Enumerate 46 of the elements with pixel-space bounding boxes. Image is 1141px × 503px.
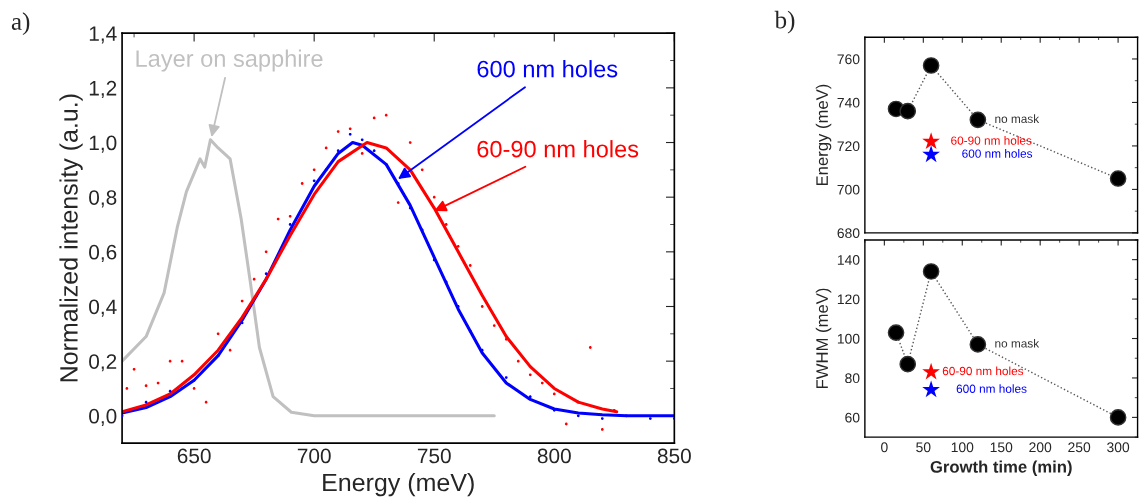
annotation: Layer on sapphire [136,49,323,72]
x-tick-label: 50 [916,442,931,453]
y-axis-title: FWHM (meV) [815,288,832,389]
text: a) [11,12,30,36]
y-tick-label: 0,4 [89,299,117,317]
y-tick-label: 680 [837,228,860,239]
y-tick-label: 60 [845,412,860,423]
x-tick-label: 300 [1107,442,1130,453]
annotation: 60-90 nm holes [477,140,639,158]
annotation: no mask [995,114,1040,124]
y-tick-label: 140 [837,254,860,265]
annotation: 600 nm holes [962,149,1033,158]
y-tick-label: 1,2 [89,80,117,99]
x-tick-label: 250 [1068,442,1091,453]
y-tick-label: 760 [837,54,860,65]
x-tick-label: 800 [537,448,571,464]
y-tick-label: 0,6 [89,244,117,263]
y-tick-label: 1,4 [89,26,117,44]
annotation: 60-90 nm holes [942,366,1024,376]
annotation: 600 nm holes [477,60,618,78]
y-tick-label: 120 [837,294,860,305]
y-tick-label: 1,0 [89,135,117,153]
x-tick-label: 0 [881,442,888,453]
y-axis-title: Normalized intensity (a.u.) [59,94,83,382]
x-axis-title: Energy (meV) [323,472,474,497]
text: b) [774,10,795,34]
x-tick-label: 700 [297,448,331,464]
x-tick-label: 100 [951,442,974,453]
y-tick-label: 80 [845,373,860,384]
x-axis-title: Growth time (min) [930,460,1072,477]
y-tick-label: 100 [837,333,860,344]
y-tick-label: 0,0 [89,408,117,427]
y-tick-label: 0,2 [89,354,117,372]
x-tick-label: 850 [657,448,691,464]
annotation: 60-90 nm holes [951,136,1032,145]
annotation: no mask [995,338,1040,348]
x-tick-label: 150 [990,442,1013,453]
y-tick-label: 720 [837,141,860,152]
y-tick-label: 700 [837,184,860,195]
annotation: 600 nm holes [956,384,1027,393]
y-axis-title: Energy (meV) [815,84,832,186]
y-tick-label: 0,8 [89,190,117,208]
y-tick-label: 740 [837,97,860,108]
x-tick-label: 750 [417,448,451,464]
x-tick-label: 200 [1029,442,1052,453]
x-tick-label: 650 [177,448,211,464]
